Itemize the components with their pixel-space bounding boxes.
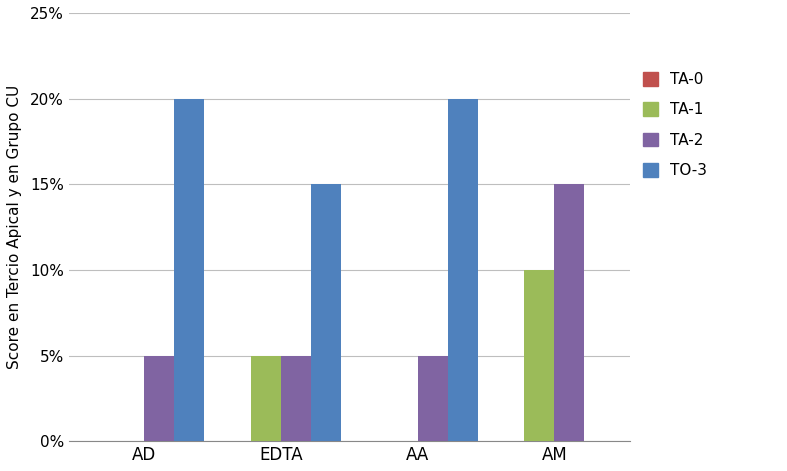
Legend: TA-0, TA-1, TA-2, TO-3: TA-0, TA-1, TA-2, TO-3	[643, 72, 708, 178]
Bar	[448, 98, 478, 441]
Bar	[281, 356, 311, 441]
Bar	[524, 270, 554, 441]
Bar	[418, 356, 448, 441]
Y-axis label: Score en Tercio Apical y en Grupo CU: Score en Tercio Apical y en Grupo CU	[7, 85, 22, 369]
Bar	[144, 356, 174, 441]
Bar	[311, 184, 341, 441]
Bar	[554, 184, 585, 441]
Bar	[251, 356, 281, 441]
Bar	[174, 98, 205, 441]
